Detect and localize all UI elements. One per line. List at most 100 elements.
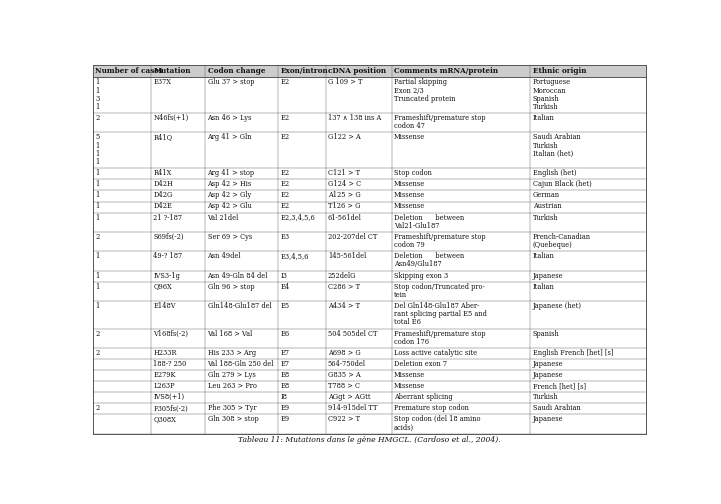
Text: Q96X: Q96X: [154, 283, 172, 291]
Bar: [93, 381, 646, 392]
Text: E3,4,5,6: E3,4,5,6: [280, 252, 309, 260]
Text: Missense: Missense: [394, 382, 425, 390]
Text: Saudi Arabian: Saudi Arabian: [533, 404, 580, 412]
Text: A698 > G: A698 > G: [328, 349, 360, 357]
Text: T788 > C: T788 > C: [328, 382, 360, 390]
Text: French-Canadian: French-Canadian: [533, 233, 590, 241]
Bar: [93, 370, 646, 381]
Bar: [93, 282, 646, 301]
Text: G122 > A: G122 > A: [328, 134, 360, 142]
Bar: [93, 65, 646, 77]
Text: rant splicing partial E5 and: rant splicing partial E5 and: [394, 310, 487, 318]
Text: E9: E9: [280, 415, 289, 423]
Text: Asp 42 > Gly: Asp 42 > Gly: [208, 192, 252, 200]
Text: total E6: total E6: [394, 319, 421, 327]
Text: Missense: Missense: [394, 134, 425, 142]
Text: 3: 3: [95, 95, 99, 103]
Text: tein: tein: [394, 291, 407, 299]
Bar: [93, 168, 646, 179]
Text: I3: I3: [280, 272, 287, 280]
Text: IVS3-1g: IVS3-1g: [154, 272, 180, 280]
Text: 61-561del: 61-561del: [328, 214, 362, 222]
Text: 1: 1: [95, 302, 99, 310]
Bar: [93, 133, 646, 168]
Bar: [93, 359, 646, 370]
Text: E2: E2: [280, 114, 289, 122]
Text: Loss active catalytic site: Loss active catalytic site: [394, 349, 477, 357]
Text: 21 ?-187: 21 ?-187: [154, 214, 182, 222]
Text: Stop codon (del 18 amino: Stop codon (del 18 amino: [394, 415, 480, 423]
Text: Exon 2/3: Exon 2/3: [394, 87, 424, 95]
Text: C922 > T: C922 > T: [328, 415, 360, 423]
Bar: [93, 251, 646, 271]
Text: (Quebeque): (Quebeque): [533, 241, 572, 249]
Text: codon 47: codon 47: [394, 122, 425, 131]
Text: H233R: H233R: [154, 349, 177, 357]
Text: Val 188-Gln 250 del: Val 188-Gln 250 del: [208, 360, 274, 368]
Text: 1: 1: [95, 78, 99, 86]
Bar: [93, 232, 646, 251]
Text: acids): acids): [394, 424, 414, 432]
Text: 202-207del CT: 202-207del CT: [328, 233, 377, 241]
Text: E3: E3: [280, 233, 289, 241]
Text: 1: 1: [95, 169, 99, 177]
Text: Val21-Glu187: Val21-Glu187: [394, 222, 439, 230]
Text: Italian: Italian: [533, 283, 554, 291]
Text: Spanish: Spanish: [533, 330, 559, 338]
Text: Japanese: Japanese: [533, 415, 563, 423]
Text: Turkish: Turkish: [533, 142, 558, 150]
Text: codon 79: codon 79: [394, 241, 425, 249]
Text: 564-750del: 564-750del: [328, 360, 366, 368]
Text: French [het] [s]: French [het] [s]: [533, 382, 585, 390]
Text: E2: E2: [280, 134, 289, 142]
Text: Leu 263 > Pro: Leu 263 > Pro: [208, 382, 257, 390]
Text: 504 505del CT: 504 505del CT: [328, 330, 377, 338]
Text: codon 176: codon 176: [394, 338, 429, 346]
Text: 1: 1: [95, 158, 99, 166]
Text: Aberrant splicing: Aberrant splicing: [394, 393, 453, 401]
Text: 2: 2: [95, 114, 99, 122]
Text: 1: 1: [95, 150, 99, 158]
Bar: [93, 414, 646, 434]
Text: E7: E7: [280, 360, 289, 368]
Text: A125 > G: A125 > G: [328, 192, 360, 200]
Text: E9: E9: [280, 404, 289, 412]
Text: Turkish: Turkish: [533, 214, 558, 222]
Bar: [93, 348, 646, 359]
Text: Deletion      between: Deletion between: [394, 252, 464, 260]
Text: Japanese: Japanese: [533, 360, 563, 368]
Text: Asp 42 > His: Asp 42 > His: [208, 180, 252, 188]
Bar: [93, 301, 646, 329]
Text: R41X: R41X: [154, 169, 172, 177]
Text: Missense: Missense: [394, 371, 425, 379]
Text: E8: E8: [280, 382, 289, 390]
Text: 188-? 250: 188-? 250: [154, 360, 187, 368]
Text: Mutation: Mutation: [154, 67, 191, 75]
Text: Missense: Missense: [394, 203, 425, 211]
Text: 1: 1: [95, 272, 99, 280]
Text: 1: 1: [95, 214, 99, 222]
Text: Stop codon: Stop codon: [394, 169, 432, 177]
Text: cDNA position: cDNA position: [328, 67, 386, 75]
Text: N46fs(+1): N46fs(+1): [154, 114, 189, 122]
Text: Frameshift/premature stop: Frameshift/premature stop: [394, 330, 485, 338]
Text: Cajun Black (het): Cajun Black (het): [533, 180, 591, 188]
Text: 1: 1: [95, 283, 99, 291]
Text: E2: E2: [280, 192, 289, 200]
Text: Austrian: Austrian: [533, 203, 562, 211]
Text: T126 > G: T126 > G: [328, 203, 360, 211]
Text: 1: 1: [95, 192, 99, 200]
Text: E5: E5: [280, 302, 289, 310]
Text: Asp 42 > Glu: Asp 42 > Glu: [208, 203, 252, 211]
Text: Ethnic origin: Ethnic origin: [533, 67, 586, 75]
Text: German: German: [533, 192, 559, 200]
Text: E2: E2: [280, 203, 289, 211]
Text: Val 21del: Val 21del: [208, 214, 239, 222]
Text: Frameshift/premature stop: Frameshift/premature stop: [394, 233, 485, 241]
Text: Italian: Italian: [533, 114, 554, 122]
Text: Deletion      between: Deletion between: [394, 214, 464, 222]
Text: D42G: D42G: [154, 192, 173, 200]
Text: E2,3,4,5,6: E2,3,4,5,6: [280, 214, 315, 222]
Text: 1: 1: [95, 252, 99, 260]
Text: E2: E2: [280, 169, 289, 177]
